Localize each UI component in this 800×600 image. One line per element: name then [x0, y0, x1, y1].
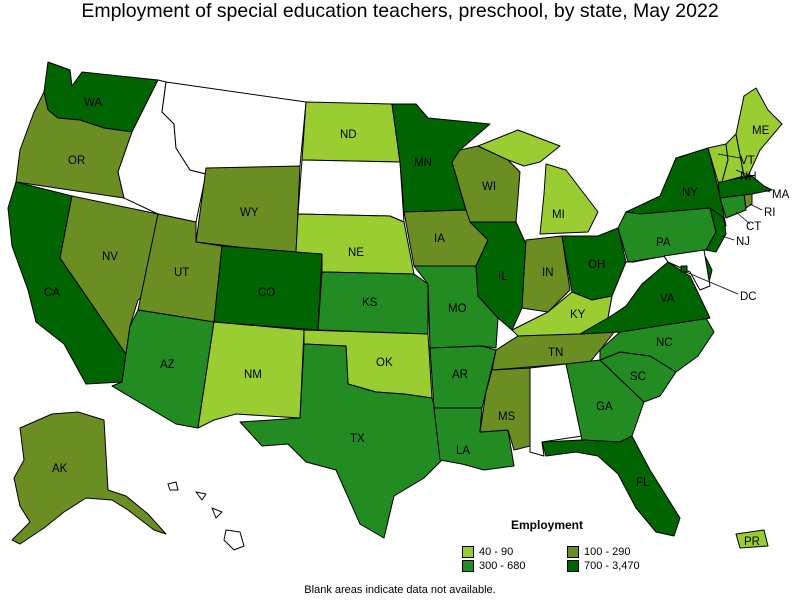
legend-swatch	[462, 546, 474, 558]
state-ak[interactable]	[11, 411, 167, 545]
label-ct: CT	[746, 221, 761, 233]
label-ca: CA	[44, 287, 60, 299]
state-sd[interactable]	[297, 159, 405, 223]
label-va: VA	[660, 293, 675, 305]
footnote: Blank areas indicate data not available.	[304, 584, 496, 596]
leader-ri	[749, 203, 763, 211]
state-mt[interactable]	[161, 81, 307, 175]
label-ok: OK	[376, 357, 393, 369]
label-me: ME	[752, 125, 770, 137]
label-fl: FL	[636, 477, 650, 489]
state-in[interactable]	[521, 235, 571, 313]
label-mi: MI	[552, 209, 565, 221]
legend-swatch	[462, 560, 474, 572]
legend-label: 700 - 3,470	[584, 560, 640, 572]
legend-label: 40 - 90	[479, 546, 514, 558]
label-ks: KS	[362, 297, 378, 309]
label-il: IL	[498, 271, 508, 283]
state-nj[interactable]	[705, 207, 727, 253]
label-ne: NE	[348, 247, 364, 259]
state-ma[interactable]	[717, 175, 773, 199]
label-oh: OH	[588, 259, 605, 271]
legend-item-300-680: 300 - 680	[462, 560, 567, 572]
label-co: CO	[258, 287, 275, 299]
state-nh[interactable]	[721, 133, 745, 183]
leader-dc	[685, 271, 739, 295]
state-mi[interactable]	[477, 129, 599, 235]
label-ri: RI	[764, 207, 776, 219]
state-fl[interactable]	[541, 435, 681, 537]
label-az: AZ	[160, 359, 175, 371]
legend-item-40-90: 40 - 90	[462, 546, 567, 558]
state-me[interactable]	[735, 87, 783, 177]
state-ri[interactable]	[743, 193, 753, 209]
state-il[interactable]	[469, 221, 527, 331]
legend: Employment 40 - 90 100 - 290 300 - 680 7…	[462, 518, 682, 572]
label-ak: AK	[52, 463, 68, 475]
label-pr: PR	[744, 536, 760, 548]
label-or: OR	[68, 155, 85, 167]
label-ga: GA	[596, 401, 613, 413]
label-vt: VT	[740, 155, 755, 167]
label-nm: NM	[244, 369, 262, 381]
label-la: LA	[456, 445, 470, 457]
label-tn: TN	[548, 347, 563, 359]
legend-swatch	[567, 560, 579, 572]
state-pr[interactable]	[735, 529, 769, 549]
legend-item-700-3470: 700 - 3,470	[567, 560, 687, 572]
label-ia: IA	[434, 233, 445, 245]
leader-ma	[763, 189, 771, 193]
leader-vt	[717, 153, 741, 159]
label-pa: PA	[656, 237, 671, 249]
label-ut: UT	[174, 267, 189, 279]
state-la[interactable]	[433, 407, 515, 471]
state-tx[interactable]	[239, 343, 449, 539]
label-nh: NH	[740, 171, 757, 183]
label-ar: AR	[452, 369, 468, 381]
label-mn: MN	[414, 157, 432, 169]
leader-nj	[721, 235, 735, 241]
leader-nh	[735, 169, 751, 177]
label-nd: ND	[340, 129, 357, 141]
state-wi[interactable]	[451, 145, 521, 223]
label-ky: KY	[570, 309, 586, 321]
label-in: IN	[542, 267, 554, 279]
label-ny: NY	[682, 187, 698, 199]
state-ny[interactable]	[625, 147, 727, 233]
legend-label: 100 - 290	[584, 546, 631, 558]
state-hi[interactable]	[167, 481, 245, 551]
label-sc: SC	[630, 371, 646, 383]
label-wy: WY	[240, 207, 259, 219]
label-tx: TX	[350, 433, 365, 445]
label-wa: WA	[84, 97, 102, 109]
label-dc: DC	[740, 291, 757, 303]
label-nc: NC	[656, 337, 673, 349]
label-mo: MO	[448, 303, 467, 315]
label-ms: MS	[498, 411, 516, 423]
state-dc[interactable]	[680, 265, 688, 273]
state-ks[interactable]	[317, 271, 429, 335]
legend-title: Employment	[510, 518, 583, 532]
label-nv: NV	[102, 251, 118, 263]
map-title: Employment of special education teachers…	[81, 0, 719, 22]
legend-swatch	[567, 546, 579, 558]
label-nj: NJ	[736, 236, 750, 248]
leader-ct	[735, 211, 751, 225]
legend-label: 300 - 680	[479, 560, 526, 572]
legend-item-100-290: 100 - 290	[567, 546, 687, 558]
label-ma: MA	[772, 189, 790, 201]
label-wi: WI	[482, 181, 496, 193]
